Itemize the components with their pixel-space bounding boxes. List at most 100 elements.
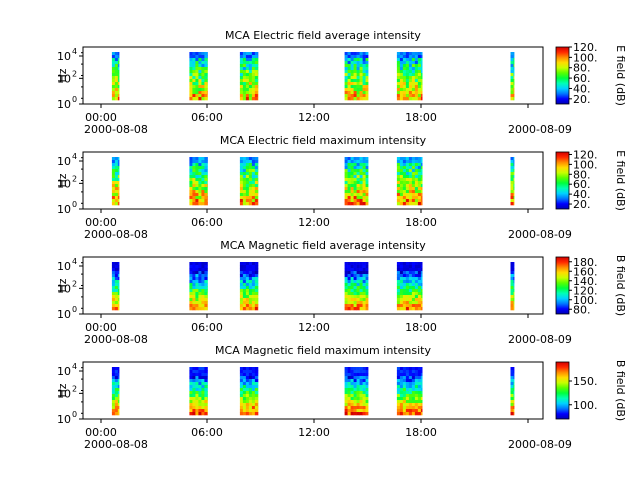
x-date-label-start: 2000-08-08 xyxy=(84,438,148,451)
spectrogram-interval xyxy=(111,52,120,101)
spectrogram-interval xyxy=(111,262,120,311)
y-axis-label: Hz xyxy=(56,278,69,292)
x-tick-label: 06:00 xyxy=(191,111,223,124)
x-date-label-start: 2000-08-08 xyxy=(84,123,148,136)
x-tick-label: 06:00 xyxy=(191,321,223,334)
panel-title: MCA Electric field maximum intensity xyxy=(220,134,427,147)
spectrogram-interval xyxy=(239,367,259,416)
y-tick-label: 10 xyxy=(57,260,71,273)
spectrogram-interval xyxy=(344,157,369,206)
plot-frame xyxy=(82,256,544,315)
spectrogram-interval xyxy=(510,262,515,311)
colorbar-tick-label: 60. xyxy=(573,178,591,191)
spectrogram-interval xyxy=(189,157,208,206)
x-date-label-start: 2000-08-08 xyxy=(84,228,148,241)
y-tick-label: 10 xyxy=(57,177,71,190)
y-tick-label: 10 xyxy=(57,308,71,321)
colorbar xyxy=(555,256,570,315)
colorbar-tick-label: 100. xyxy=(573,294,598,307)
colorbar-tick-label: 80. xyxy=(573,168,591,181)
colorbar-tick-label: 40. xyxy=(573,82,591,95)
spectrogram-interval xyxy=(189,262,208,311)
y-tick-exponent: 0 xyxy=(72,305,77,314)
spectrogram-interval xyxy=(189,367,208,416)
x-tick-label: 00:00 xyxy=(85,216,117,229)
y-tick-exponent: 0 xyxy=(72,200,77,209)
plot-frame xyxy=(82,46,544,105)
x-tick-label: 00:00 xyxy=(85,111,117,124)
y-axis-label: Hz xyxy=(56,68,69,82)
y-tick-exponent: 2 xyxy=(72,279,77,288)
y-tick-exponent: 2 xyxy=(72,174,77,183)
panel-1: MCA Electric field average intensityHz10… xyxy=(56,29,627,136)
y-tick-label: 10 xyxy=(57,365,71,378)
spectrogram-interval xyxy=(239,157,259,206)
colorbar-tick-label: 120. xyxy=(573,41,598,54)
y-axis-label: Hz xyxy=(56,173,69,187)
x-tick-label: 12:00 xyxy=(298,426,330,439)
x-tick-label: 12:00 xyxy=(298,216,330,229)
x-tick-label: 12:00 xyxy=(298,111,330,124)
spectrogram-interval xyxy=(510,367,515,416)
spectrogram-interval xyxy=(239,52,259,101)
spectrogram-interval xyxy=(396,157,423,206)
y-tick-label: 10 xyxy=(57,155,71,168)
x-tick-label: 06:00 xyxy=(191,216,223,229)
colorbar-tick-label: 100. xyxy=(573,51,598,64)
colorbar-tick-label: 160. xyxy=(573,265,598,278)
y-tick-label: 10 xyxy=(57,387,71,400)
x-tick-label: 12:00 xyxy=(298,321,330,334)
colorbar-tick-label: 60. xyxy=(573,72,591,85)
colorbar-tick-label: 140. xyxy=(573,275,598,288)
x-tick-label: 06:00 xyxy=(191,426,223,439)
colorbar-tick-label: 20. xyxy=(573,198,591,211)
x-tick-label: 00:00 xyxy=(85,321,117,334)
panel-title: MCA Electric field average intensity xyxy=(225,29,421,42)
panel-2: MCA Electric field maximum intensityHz10… xyxy=(56,134,627,241)
y-tick-exponent: 4 xyxy=(72,257,77,266)
y-tick-label: 10 xyxy=(57,98,71,111)
colorbar xyxy=(555,361,570,420)
colorbar-label: E field (dB) xyxy=(614,150,627,211)
y-tick-exponent: 4 xyxy=(72,362,77,371)
x-tick-label: 18:00 xyxy=(405,111,437,124)
colorbar-label: B field (dB) xyxy=(614,255,627,316)
y-tick-label: 10 xyxy=(57,413,71,426)
y-tick-label: 10 xyxy=(57,72,71,85)
x-tick-label: 18:00 xyxy=(405,321,437,334)
colorbar-tick-label: 80. xyxy=(573,303,591,316)
y-tick-exponent: 2 xyxy=(72,69,77,78)
spectrogram-interval xyxy=(344,52,369,101)
colorbar-label: E field (dB) xyxy=(614,45,627,106)
spectrogram-interval xyxy=(189,52,208,101)
y-tick-label: 10 xyxy=(57,203,71,216)
colorbar-tick-label: 120. xyxy=(573,148,598,161)
x-tick-label: 00:00 xyxy=(85,426,117,439)
panel-4: MCA Magnetic field maximum intensityHz10… xyxy=(56,344,627,451)
x-date-label-end: 2000-08-09 xyxy=(508,228,572,241)
panel-title: MCA Magnetic field average intensity xyxy=(220,239,426,252)
panel-3: MCA Magnetic field average intensityHz10… xyxy=(56,239,627,346)
colorbar xyxy=(555,46,570,105)
y-axis-label: Hz xyxy=(56,383,69,397)
plot-frame xyxy=(82,151,544,210)
spectrogram-interval xyxy=(111,157,120,206)
colorbar-tick-label: 120. xyxy=(573,284,598,297)
y-tick-exponent: 4 xyxy=(72,47,77,56)
spectrogram-interval xyxy=(111,367,120,416)
colorbar-label: B field (dB) xyxy=(614,360,627,421)
y-tick-exponent: 2 xyxy=(72,384,77,393)
spectrogram-interval xyxy=(396,52,423,101)
spectrogram-interval xyxy=(396,367,423,416)
colorbar-tick-label: 100. xyxy=(573,158,598,171)
spectrogram-interval xyxy=(510,52,515,101)
colorbar-tick-label: 180. xyxy=(573,256,598,269)
spectrogram-interval xyxy=(396,262,423,311)
spectrogram-interval xyxy=(510,157,515,206)
x-tick-label: 18:00 xyxy=(405,426,437,439)
x-date-label-start: 2000-08-08 xyxy=(84,333,148,346)
spectrogram-interval xyxy=(344,262,369,311)
y-tick-label: 10 xyxy=(57,282,71,295)
y-tick-exponent: 4 xyxy=(72,152,77,161)
colorbar-tick-label: 20. xyxy=(573,93,591,106)
